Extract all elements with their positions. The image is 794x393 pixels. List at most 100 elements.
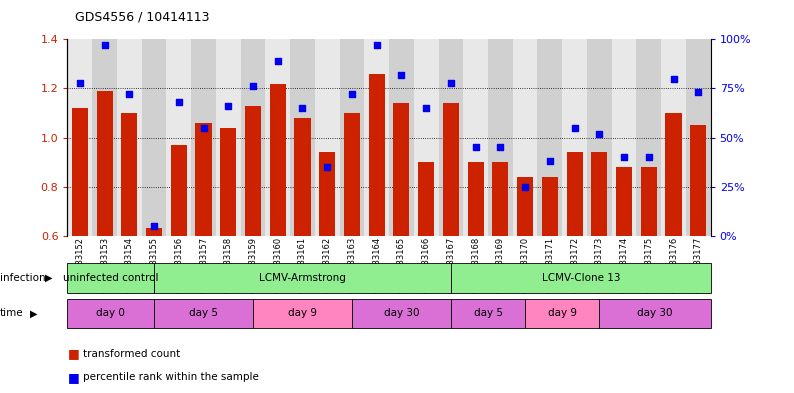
Text: infection: infection [0,273,45,283]
Bar [344,113,360,236]
Bar [216,39,241,236]
Text: LCMV-Clone 13: LCMV-Clone 13 [542,273,620,283]
Point [74,79,87,86]
Bar [690,125,707,236]
Bar [253,299,352,328]
Text: ▶: ▶ [30,309,37,318]
Point [593,130,606,137]
Bar [315,39,340,236]
Bar [141,39,167,236]
Bar [67,39,92,236]
Bar [641,167,657,236]
Text: day 5: day 5 [473,309,503,318]
Bar [171,145,187,236]
Bar [220,128,237,236]
Point [370,42,383,48]
Bar [97,91,113,236]
Bar [245,106,261,236]
Bar [241,39,265,236]
Text: ■: ■ [67,347,79,360]
Point [197,125,210,131]
Text: GDS4556 / 10414113: GDS4556 / 10414113 [75,11,210,24]
Text: day 9: day 9 [288,309,317,318]
Point [543,158,556,164]
Bar [319,152,335,236]
Text: ■: ■ [67,371,79,384]
Point [272,58,284,64]
Bar [414,39,438,236]
Bar [592,152,607,236]
Bar [513,39,538,236]
Bar [146,228,162,236]
Bar [463,39,488,236]
Bar [611,39,637,236]
Bar [67,263,154,293]
Point [469,144,482,151]
Bar [167,39,191,236]
Bar [517,177,533,236]
Bar [393,103,410,236]
Bar [451,263,711,293]
Bar [154,263,451,293]
Text: transformed count: transformed count [83,349,180,359]
Bar [451,299,525,328]
Bar [418,162,434,236]
Bar [368,73,385,236]
Bar [265,39,290,236]
Text: day 5: day 5 [189,309,218,318]
Bar [443,103,459,236]
Point [247,83,260,90]
Text: uninfected control: uninfected control [63,273,159,283]
Bar [538,39,562,236]
Bar [525,299,599,328]
Bar [438,39,463,236]
Bar [154,299,253,328]
Bar [492,162,508,236]
Text: ▶: ▶ [45,273,52,283]
Bar [661,39,686,236]
Bar [488,39,513,236]
Bar [364,39,389,236]
Bar [295,118,310,236]
Bar [67,299,154,328]
Text: day 30: day 30 [638,309,673,318]
Text: percentile rank within the sample: percentile rank within the sample [83,372,260,382]
Bar [270,83,286,236]
Bar [290,39,315,236]
Bar [121,113,137,236]
Bar [468,162,484,236]
Bar [117,39,141,236]
Point [518,184,531,190]
Bar [340,39,364,236]
Point [569,125,581,131]
Bar [587,39,611,236]
Text: day 9: day 9 [548,309,576,318]
Bar [542,177,558,236]
Point [321,164,333,170]
Bar [562,39,587,236]
Point [395,72,408,78]
Point [222,103,235,109]
Point [667,75,680,82]
Point [642,154,655,160]
Point [494,144,507,151]
Point [345,91,358,97]
Point [296,105,309,111]
Bar [616,167,632,236]
Text: LCMV-Armstrong: LCMV-Armstrong [259,273,346,283]
Point [123,91,136,97]
Bar [191,39,216,236]
Bar [599,299,711,328]
Bar [195,123,211,236]
Bar [389,39,414,236]
Text: day 0: day 0 [96,309,125,318]
Point [692,89,704,95]
Point [445,79,457,86]
Point [420,105,433,111]
Text: time: time [0,309,24,318]
Bar [665,113,681,236]
Bar [92,39,117,236]
Bar [686,39,711,236]
Point [172,99,185,105]
Point [618,154,630,160]
